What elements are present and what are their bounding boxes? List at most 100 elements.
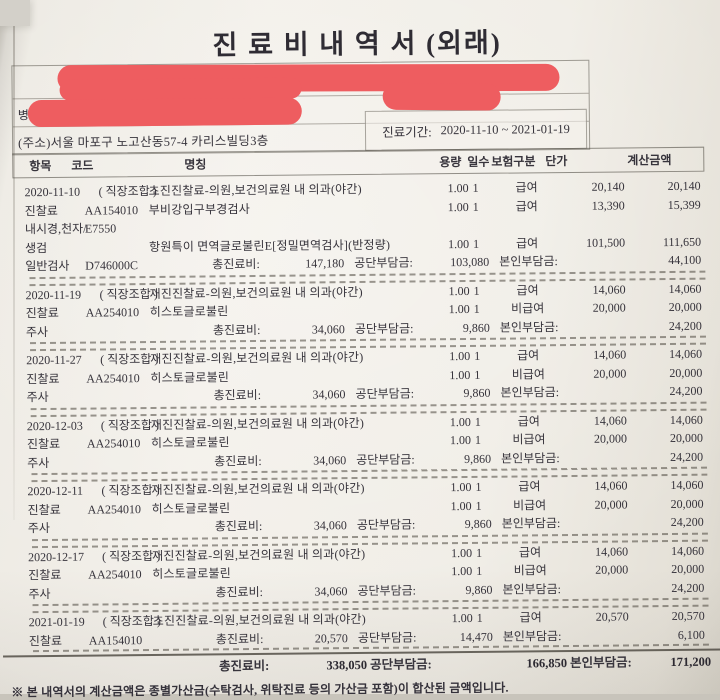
item-days: 1 bbox=[474, 432, 482, 447]
item-unit-price: 20,140 bbox=[591, 179, 625, 194]
item-amount: 15,399 bbox=[667, 197, 701, 212]
redaction-bar bbox=[27, 97, 302, 128]
item-category: 진찰료 bbox=[26, 436, 61, 452]
item-unit-price: 20,000 bbox=[593, 365, 627, 381]
item-code: AA154010 bbox=[84, 202, 139, 218]
visit-date: 2020-11-27 bbox=[26, 352, 82, 368]
subtotal-corp-value: 9,860 bbox=[463, 385, 491, 401]
item-name: 재진진찰료-의원,보건의료원 내 의과(야간) bbox=[150, 349, 364, 367]
charge-block: 2020-12-17( 직장조합 ) 재진진찰료-의원,보건의료원 내 의과(야간… bbox=[2, 541, 720, 603]
item-category: 진찰료 bbox=[27, 502, 61, 517]
item-days: 1 bbox=[473, 236, 480, 251]
item-amount: 20,140 bbox=[667, 178, 701, 194]
item-unit-price: 20,000 bbox=[593, 431, 628, 446]
item-name: 히스토글로불린 bbox=[150, 369, 230, 385]
background-object bbox=[0, 0, 30, 26]
item-insurance: 급여 bbox=[518, 544, 542, 559]
item-amount: 20,000 bbox=[669, 430, 704, 446]
item-days: 1 bbox=[475, 479, 482, 494]
item-days: 1 bbox=[472, 180, 479, 195]
item-qty: 1.00 bbox=[451, 563, 473, 579]
item-days: 1 bbox=[473, 283, 480, 298]
item-unit-price: 13,390 bbox=[591, 197, 625, 213]
subtotal-total-label: 총진료비: bbox=[214, 453, 262, 468]
footnote-text: ※ 본 내역서의 계산금액은 종별가산금(수탁검사, 위탁진료 등의 가산금 포… bbox=[11, 680, 509, 700]
item-code: AA254010 bbox=[85, 305, 140, 320]
visit-date: 2020-12-03 bbox=[26, 418, 83, 433]
grand-total-value: 338,050 bbox=[326, 657, 368, 673]
item-days: 1 bbox=[474, 414, 481, 429]
subtotal-self-value: 24,200 bbox=[671, 580, 705, 595]
item-days: 1 bbox=[473, 301, 480, 316]
subtotal-total-value: 34,060 bbox=[313, 452, 347, 467]
subtotal-total-label: 총진료비: bbox=[215, 631, 264, 646]
item-name: 재진진찰료-의원,보건의료원 내 의과(야간) bbox=[150, 415, 365, 432]
item-insurance: 급여 bbox=[517, 413, 540, 428]
subtotal-total-label: 총진료비: bbox=[212, 256, 260, 272]
subtotal-corp-label: 공단부담금: bbox=[354, 255, 413, 271]
table-header-row: 항목 코드 명칭 용량 일수 보험구분 단가 계산금액 bbox=[12, 146, 705, 179]
item-category: 내시경,천자/ bbox=[24, 221, 87, 237]
item-category: 생검 bbox=[25, 240, 48, 255]
subtotal-total-value: 20,570 bbox=[314, 630, 348, 645]
charge-block: 2020-12-11( 직장조합 ) 재진진찰료-의원,보건의료원 내 의과(야간… bbox=[1, 476, 720, 538]
column-header-amount: 계산금액 bbox=[627, 153, 672, 168]
item-name: 재진진찰료-의원,보건의료원 내 의과(야간) bbox=[151, 480, 365, 498]
item-code: AA154010 bbox=[88, 632, 143, 648]
address-text: (주소)서울 마포구 노고산동57-4 카리스빌딩3층 bbox=[18, 133, 269, 151]
item-amount: 14,060 bbox=[670, 477, 704, 493]
item-category: 주사 bbox=[26, 389, 49, 405]
subtotal-corp-label: 공단부담금: bbox=[355, 386, 415, 402]
item-name: 히스토글로불린 bbox=[151, 500, 231, 516]
treatment-period-box: 진료기간: 2020-11-10 ~ 2021-01-19 bbox=[364, 108, 588, 151]
item-name: 초진진찰료-의원,보건의료원 내 의과(야간) bbox=[148, 181, 362, 199]
subtotal-self-label: 본인부담금: bbox=[502, 581, 562, 597]
charge-block: 2021-01-19( 직장조합 ) 초진진찰료-의원,보건의료원 내 의과(야간… bbox=[3, 607, 720, 651]
item-insurance: 급여 bbox=[515, 198, 538, 213]
subtotal-corp-value: 14,470 bbox=[459, 629, 493, 644]
item-qty: 1.00 bbox=[447, 180, 469, 196]
grand-self-label: 본인부담금: bbox=[570, 655, 632, 670]
subtotal-total-value: 34,060 bbox=[313, 518, 347, 533]
item-amount: 20,570 bbox=[671, 608, 705, 624]
item-days: 1 bbox=[472, 199, 479, 214]
subtotal-self-label: 본인부담금: bbox=[500, 385, 560, 400]
subtotal-corp-label: 공단부담금: bbox=[354, 320, 414, 336]
item-name: 재진진찰료-의원,보건의료원 내 의과(야간) bbox=[151, 546, 366, 563]
item-qty: 1.00 bbox=[449, 348, 471, 364]
subtotal-corp-value: 9,860 bbox=[464, 451, 492, 466]
item-unit-price: 14,060 bbox=[594, 478, 628, 493]
item-unit-price: 101,500 bbox=[586, 234, 626, 250]
item-insurance: 비급여 bbox=[512, 497, 547, 513]
item-name: 항원특이 면역글로불린E[정밀면역검사](반정량) bbox=[149, 237, 391, 254]
item-amount: 14,060 bbox=[670, 543, 705, 558]
charge-block: 2020-11-19( 직장조합 ) 재진진찰료-의원,보건의료원 내 의과(야간… bbox=[0, 279, 720, 341]
item-qty: 1.00 bbox=[450, 545, 473, 560]
item-qty: 1.00 bbox=[449, 367, 471, 382]
item-category: 주사 bbox=[27, 455, 50, 470]
item-category: 진찰료 bbox=[26, 371, 60, 386]
item-insurance: 비급여 bbox=[511, 301, 545, 316]
item-qty: 1.00 bbox=[449, 414, 471, 429]
item-amount: 14,060 bbox=[669, 346, 703, 362]
item-unit-price: 20,570 bbox=[595, 609, 629, 624]
subtotal-corp-value: 103,080 bbox=[450, 254, 490, 270]
subtotal-self-label: 본인부담금: bbox=[501, 516, 561, 531]
grand-total-label: 총진료비: bbox=[219, 658, 270, 674]
visit-date: 2021-01-19 bbox=[28, 614, 85, 630]
subtotal-total-label: 총진료비: bbox=[214, 518, 263, 534]
item-unit-price: 20,000 bbox=[594, 496, 628, 512]
subtotal-corp-value: 9,860 bbox=[464, 516, 492, 532]
item-category: 진찰료 bbox=[25, 305, 59, 321]
item-unit-price: 14,060 bbox=[593, 412, 627, 428]
charge-block: 2020-11-10( 직장조합 ) 초진진찰료-의원,보건의료원 내 의과(야간… bbox=[0, 177, 719, 276]
item-category: 주사 bbox=[27, 520, 50, 536]
item-insurance: 급여 bbox=[515, 235, 539, 250]
item-amount: 20,000 bbox=[668, 299, 702, 315]
item-days: 1 bbox=[475, 498, 482, 513]
item-insurance: 급여 bbox=[515, 180, 538, 195]
item-insurance: 비급여 bbox=[512, 432, 546, 447]
subtotal-self-value: 24,200 bbox=[668, 318, 702, 333]
item-category: 주사 bbox=[28, 586, 51, 601]
column-header-code: 코드 bbox=[71, 158, 94, 173]
